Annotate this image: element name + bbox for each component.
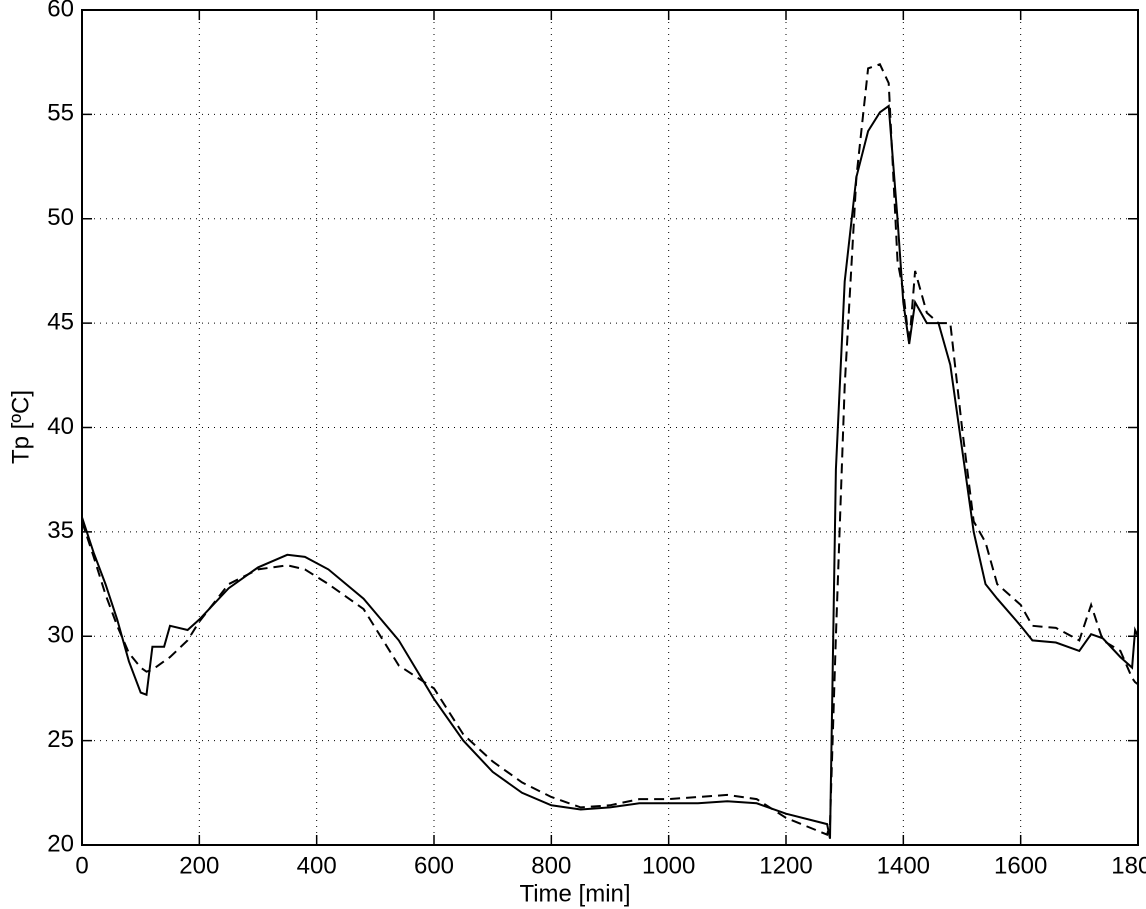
- y-tick-label: 25: [47, 726, 74, 753]
- y-tick-label: 35: [47, 517, 74, 544]
- x-tick-label: 1800: [1111, 852, 1146, 879]
- y-tick-label: 50: [47, 204, 74, 231]
- y-tick-label: 40: [47, 413, 74, 440]
- x-tick-label: 200: [179, 852, 219, 879]
- y-axis-label: Tp [ºC]: [7, 390, 34, 464]
- x-tick-label: 400: [297, 852, 337, 879]
- y-tick-label: 30: [47, 622, 74, 649]
- data-line: [81, 104, 1139, 839]
- x-tick-label: 1200: [759, 852, 812, 879]
- data-line: [81, 63, 1139, 836]
- plot-frame: [81, 9, 1139, 846]
- x-tick-label: 600: [414, 852, 454, 879]
- y-tick-label: 55: [47, 100, 74, 127]
- x-tick-label: 0: [75, 852, 88, 879]
- x-tick-label: 1400: [877, 852, 930, 879]
- x-tick-label: 1000: [642, 852, 695, 879]
- y-tick-label: 45: [47, 308, 74, 335]
- x-tick-label: 800: [531, 852, 571, 879]
- y-tick-label: 60: [47, 0, 74, 22]
- x-tick-label: 1600: [994, 852, 1047, 879]
- x-axis-label: Time [min]: [519, 880, 630, 907]
- y-tick-label: 20: [47, 830, 74, 857]
